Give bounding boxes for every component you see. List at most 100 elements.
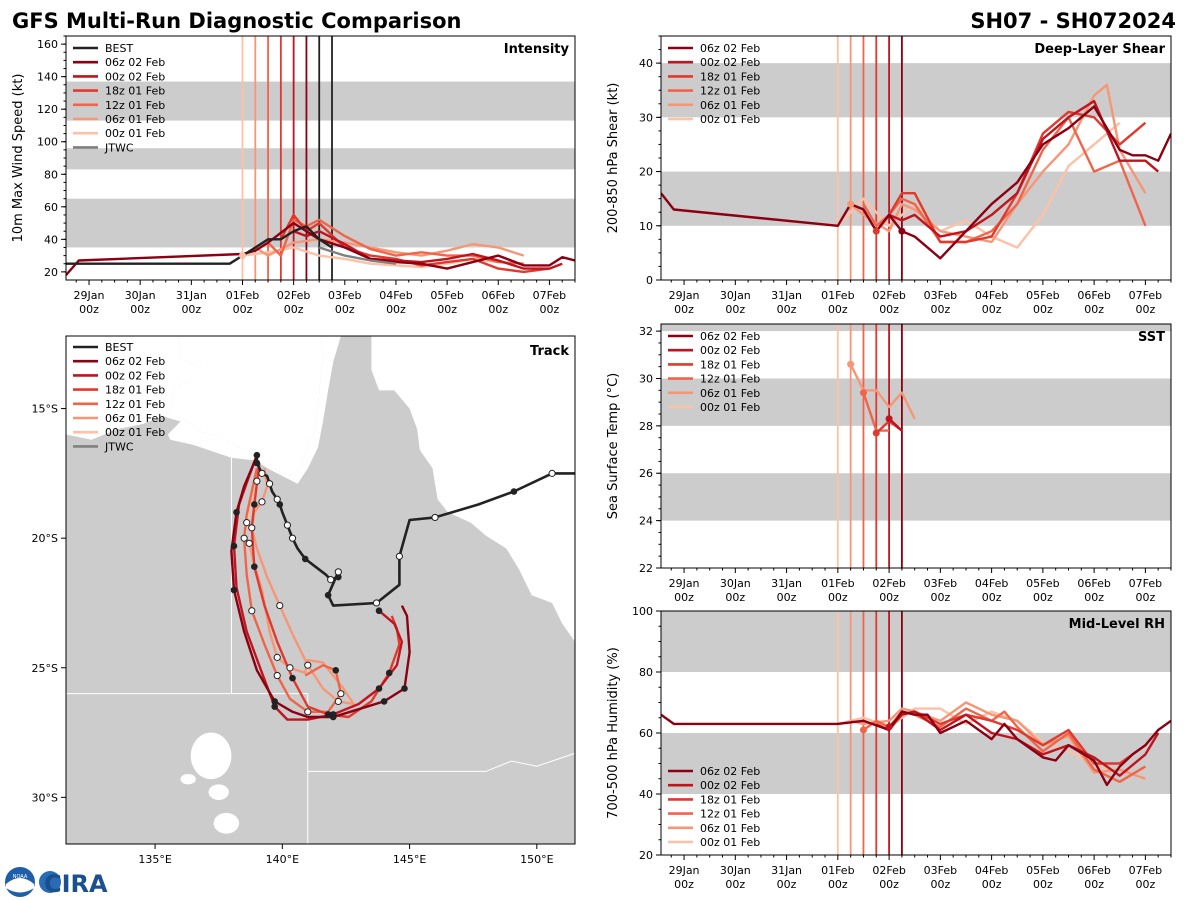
track-point-12z-best <box>548 469 556 477</box>
sst-xtick-label-hour: 00z <box>777 591 797 604</box>
shear-xtick-label-date: 29Jan <box>669 289 700 302</box>
noaa-text: NOAA <box>13 874 28 880</box>
rh-xtick-label-date: 01Feb <box>821 864 854 877</box>
track-point-12z-06z-01-feb <box>273 653 281 661</box>
rh-legend-label-18z-01-feb: 18z 01 Feb <box>700 793 760 806</box>
sst-frame <box>660 323 1172 569</box>
intensity-series-best <box>66 225 333 265</box>
rh-ytick-label: 40 <box>639 788 653 801</box>
track-point-12z-12z-01-feb <box>304 708 312 716</box>
sst-ylabel: Sea Surface Temp (°C) <box>606 373 621 520</box>
intensity-xtick-label-hour: 00z <box>335 303 355 316</box>
track-lon-label: 150°E <box>520 853 553 866</box>
track-point-00z-06z-02-feb <box>380 698 388 705</box>
rh-legend-label-06z-02-feb: 06z 02 Feb <box>700 765 760 778</box>
rh-xtick-label-hour: 00z <box>777 878 797 891</box>
track-lat-label: 20°S <box>32 532 58 545</box>
track-point-00z-06z-02-feb <box>233 508 240 516</box>
rh-threshold-band <box>661 733 1171 794</box>
shear-xtick-label-hour: 00z <box>725 303 745 316</box>
rh-ylabel: 700-500 hPa Humidity (%) <box>606 647 621 819</box>
salt-lake <box>208 784 229 800</box>
intensity-xtick-label-hour: 00z <box>488 303 508 316</box>
shear-plot-content <box>661 36 1171 280</box>
track-point-12z-06z-01-feb <box>304 661 312 669</box>
sst-xtick-label-hour: 00z <box>879 591 899 604</box>
track-legend-label-12z-01-feb: 12z 01 Feb <box>105 398 165 411</box>
sst-plot-area <box>661 324 1171 568</box>
sst-xtick-label-hour: 00z <box>828 591 848 604</box>
track-legend-label-06z-02-feb: 06z 02 Feb <box>105 355 165 368</box>
rh-xtick-label-date: 03Feb <box>924 864 957 877</box>
intensity-ytick-label: 120 <box>37 103 58 116</box>
intensity-plot-content <box>66 36 575 280</box>
sst-plot-content <box>661 324 1171 568</box>
intensity-marker-00z-01-feb <box>238 252 246 260</box>
sst-xtick-label-date: 07Feb <box>1129 577 1162 590</box>
track-line-06z-02-feb <box>230 454 411 719</box>
track-legend-label-18z-01-feb: 18z 01 Feb <box>105 384 165 397</box>
shear-threshold-band <box>661 171 1171 226</box>
shear-legend-label-18z-01-feb: 18z 01 Feb <box>700 70 760 83</box>
shear-ytick-label: 20 <box>639 166 653 179</box>
track-point-12z-06z-01-feb <box>248 524 256 532</box>
intensity-series-06z-01-feb <box>254 238 525 257</box>
track-lon-label: 145°E <box>393 853 426 866</box>
sst-xtick-label-date: 29Jan <box>669 577 700 590</box>
intensity-xtick-label-date: 31Jan <box>176 289 207 302</box>
intensity-xtick-label-hour: 00z <box>130 303 150 316</box>
sst-xtick-label-date: 02Feb <box>872 577 905 590</box>
track-lat-label: 15°S <box>32 403 58 416</box>
sst-xtick-label-date: 06Feb <box>1077 577 1110 590</box>
sst-xtick-label-hour: 00z <box>982 591 1002 604</box>
rh-ytick-label: 60 <box>639 727 653 740</box>
australia-land <box>66 336 575 844</box>
intensity-legend-label-18z-01-feb: 18z 01 Feb <box>105 85 165 98</box>
intensity-xtick-label-date: 29Jan <box>74 289 105 302</box>
sst-threshold-band <box>661 473 1171 521</box>
intensity-xtick-label-date: 02Feb <box>277 289 310 302</box>
sst-legend-label-00z-02-feb: 00z 02 Feb <box>700 344 760 357</box>
sst-xtick-label-date: 30Jan <box>720 577 751 590</box>
salt-lake <box>190 732 232 780</box>
rh-ytick-label: 80 <box>639 666 653 679</box>
shear-xtick-label-date: 07Feb <box>1129 289 1162 302</box>
sst-xtick-label-hour: 00z <box>725 591 745 604</box>
shear-xtick-label-hour: 00z <box>930 303 950 316</box>
sst-legend-label-00z-01-feb: 00z 01 Feb <box>700 401 760 414</box>
sst-marker-00z-02-feb <box>885 415 893 423</box>
track-lat-label: 25°S <box>32 662 58 675</box>
track-point-00z-18z-01-feb <box>251 563 258 570</box>
rh-xtick-label-date: 29Jan <box>669 864 700 877</box>
figure-title: GFS Multi-Run Diagnostic Comparison <box>12 9 461 33</box>
shear-threshold-band <box>661 63 1171 118</box>
shear-legend-label-12z-01-feb: 12z 01 Feb <box>700 85 760 98</box>
shear-xtick-label-date: 01Feb <box>821 289 854 302</box>
intensity-series-00z-02-feb <box>293 229 563 270</box>
sst-marker-18z-01-feb <box>872 429 880 437</box>
rh-xtick-label-hour: 00z <box>725 878 745 891</box>
shear-xtick-label-hour: 00z <box>1135 303 1155 316</box>
track-point-12z-best <box>334 568 342 576</box>
intensity-ytick-label: 140 <box>37 71 58 84</box>
sst-series-06z-01-feb <box>849 363 916 420</box>
shear-ylabel: 200-850 hPa Shear (kt) <box>606 83 621 234</box>
shear-xtick-label-date: 06Feb <box>1077 289 1110 302</box>
sst-legend-label-18z-01-feb: 18z 01 Feb <box>700 358 760 371</box>
intensity-xtick-label-hour: 00z <box>386 303 406 316</box>
track-plot-content <box>66 336 575 844</box>
shear-marker-18z-01-feb <box>872 227 880 235</box>
track-point-12z-best <box>395 552 403 560</box>
rh-legend-label-12z-01-feb: 12z 01 Feb <box>700 808 760 821</box>
track-point-00z-00z-02-feb <box>375 685 383 692</box>
track-point-00z-06z-02-feb <box>271 698 278 705</box>
intensity-threshold-band <box>66 148 575 170</box>
intensity-xtick-label-date: 01Feb <box>226 289 259 302</box>
track-point-12z-best <box>258 469 266 477</box>
shear-ytick-label: 40 <box>639 57 653 70</box>
shear-marker-06z-02-feb <box>898 227 906 235</box>
intensity-xtick-label-hour: 00z <box>540 303 560 316</box>
intensity-xtick-label-hour: 00z <box>233 303 253 316</box>
sst-ytick-label: 30 <box>639 372 653 385</box>
intensity-xtick-label-date: 05Feb <box>430 289 463 302</box>
